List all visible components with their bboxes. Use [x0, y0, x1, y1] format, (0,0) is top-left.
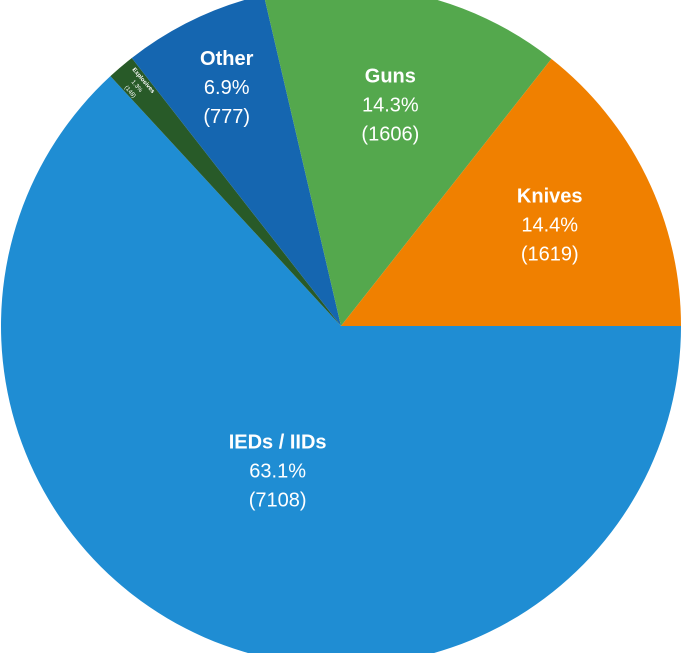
slice-label: IEDs / IIDs 63.1% (7108) — [229, 432, 327, 512]
pie-slice-other — [131, 0, 341, 326]
slice-count: (1619) — [521, 244, 579, 266]
slice-count: (1606) — [361, 123, 419, 145]
slice-name: IEDs / IIDs — [229, 432, 327, 454]
slice-percent: 63.1% — [249, 461, 306, 483]
slice-count: (777) — [203, 106, 250, 128]
pie-slice-explosives — [110, 57, 341, 326]
slice-name: Knives — [517, 186, 583, 208]
pie-slice-ieds-iids — [1, 76, 681, 653]
slice-name: Other — [200, 48, 254, 70]
slice-label: Guns 14.3% (1606) — [361, 65, 419, 145]
slice-label: Knives 14.4% (1619) — [517, 186, 583, 266]
slice-label: Other 6.9% (777) — [200, 48, 254, 128]
pie-slice-knives — [341, 58, 681, 327]
slice-name: Guns — [365, 65, 416, 87]
pie-slice-guns — [264, 0, 552, 326]
slice-percent: 6.9% — [204, 77, 250, 99]
slice-percent: 14.3% — [362, 94, 419, 116]
slice-percent: 14.4% — [521, 215, 578, 237]
slice-count: (7108) — [249, 490, 307, 512]
